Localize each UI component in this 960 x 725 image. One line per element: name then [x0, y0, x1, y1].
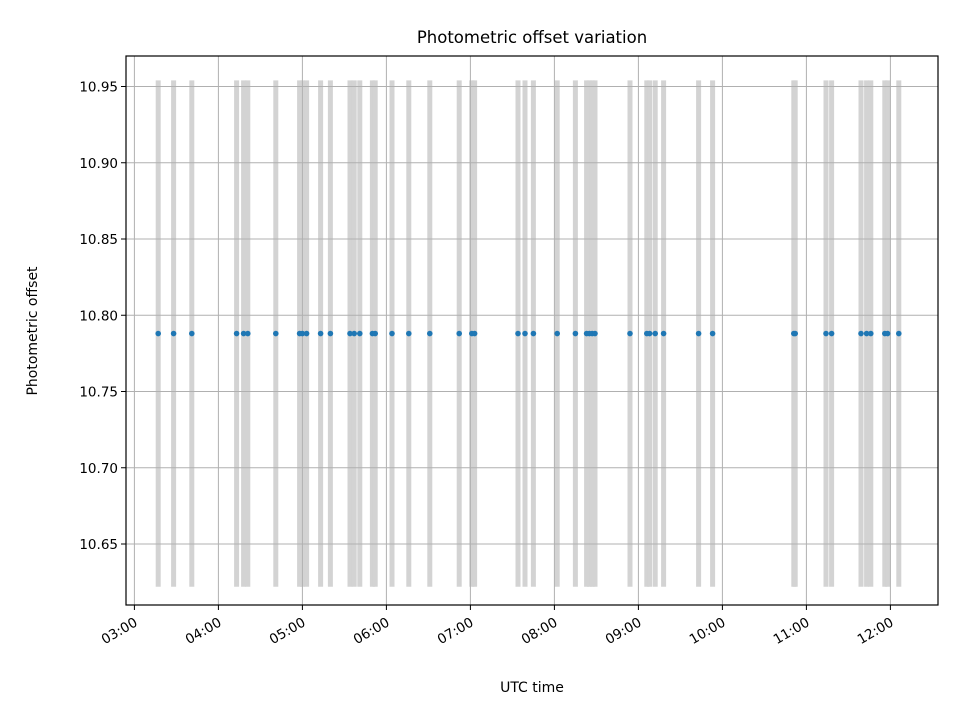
data-point	[245, 330, 251, 337]
data-point	[652, 330, 658, 337]
data-point	[317, 330, 324, 337]
data-point	[792, 330, 798, 337]
y-tick-label: 10.90	[79, 156, 118, 172]
data-point	[273, 330, 279, 337]
data-point	[530, 330, 537, 337]
y-tick-label: 10.85	[79, 232, 118, 248]
data-point	[372, 330, 379, 337]
data-point	[828, 330, 835, 337]
x-tick-label: 07:00	[435, 615, 477, 648]
x-tick-label: 09:00	[603, 615, 645, 648]
data-point	[823, 330, 829, 337]
x-tick-label: 11:00	[771, 615, 813, 648]
data-point	[572, 330, 579, 337]
data-point	[155, 330, 161, 337]
data-point	[646, 330, 653, 337]
chart-title: Photometric offset variation	[417, 28, 647, 47]
data-point	[357, 330, 363, 337]
y-axis-label: Photometric offset	[25, 266, 41, 396]
points-layer	[155, 330, 902, 337]
data-point	[868, 330, 874, 337]
data-point	[327, 330, 334, 337]
data-point	[695, 330, 702, 337]
data-point	[406, 330, 412, 337]
data-point	[303, 330, 310, 337]
data-point	[456, 330, 463, 337]
data-point	[554, 330, 560, 337]
data-point	[592, 330, 598, 337]
x-ticks-layer: 03:00 04:00 05:00 06:00 07:00 08:00 09:00 10:00…	[99, 605, 897, 648]
data-point	[189, 330, 195, 337]
x-tick-label: 04:00	[183, 615, 225, 648]
grid-layer	[126, 56, 938, 605]
data-point	[233, 330, 240, 337]
y-tick-label: 10.70	[79, 461, 118, 477]
data-point	[858, 330, 864, 337]
data-point	[170, 330, 177, 337]
bars-layer	[155, 80, 902, 587]
y-tick-label: 10.80	[79, 308, 118, 324]
x-tick-label: 08:00	[519, 615, 561, 648]
x-tick-label: 10:00	[687, 615, 729, 648]
data-point	[709, 330, 716, 337]
data-point	[896, 330, 902, 337]
data-point	[351, 330, 358, 337]
data-point	[299, 330, 306, 337]
data-point	[884, 330, 891, 337]
x-tick-label: 06:00	[351, 615, 393, 648]
y-ticks-layer: 10.65 10.70 10.75 10.80 10.85 10.90 10.95	[79, 80, 126, 553]
x-axis-label: UTC time	[500, 680, 564, 696]
data-point	[471, 330, 478, 337]
data-point	[522, 330, 528, 337]
data-point	[347, 330, 353, 337]
data-point	[863, 330, 870, 337]
data-point	[660, 330, 667, 337]
y-tick-label: 10.65	[79, 537, 118, 553]
data-point	[427, 330, 433, 337]
y-tick-label: 10.95	[79, 80, 118, 96]
data-point	[240, 330, 247, 337]
data-point	[627, 330, 633, 337]
x-tick-label: 12:00	[855, 615, 897, 648]
data-point	[389, 330, 395, 337]
x-tick-label: 05:00	[267, 615, 309, 648]
data-point	[515, 330, 521, 337]
x-tick-label: 03:00	[99, 615, 141, 648]
y-tick-label: 10.75	[79, 385, 118, 401]
plot-frame	[125, 55, 939, 606]
